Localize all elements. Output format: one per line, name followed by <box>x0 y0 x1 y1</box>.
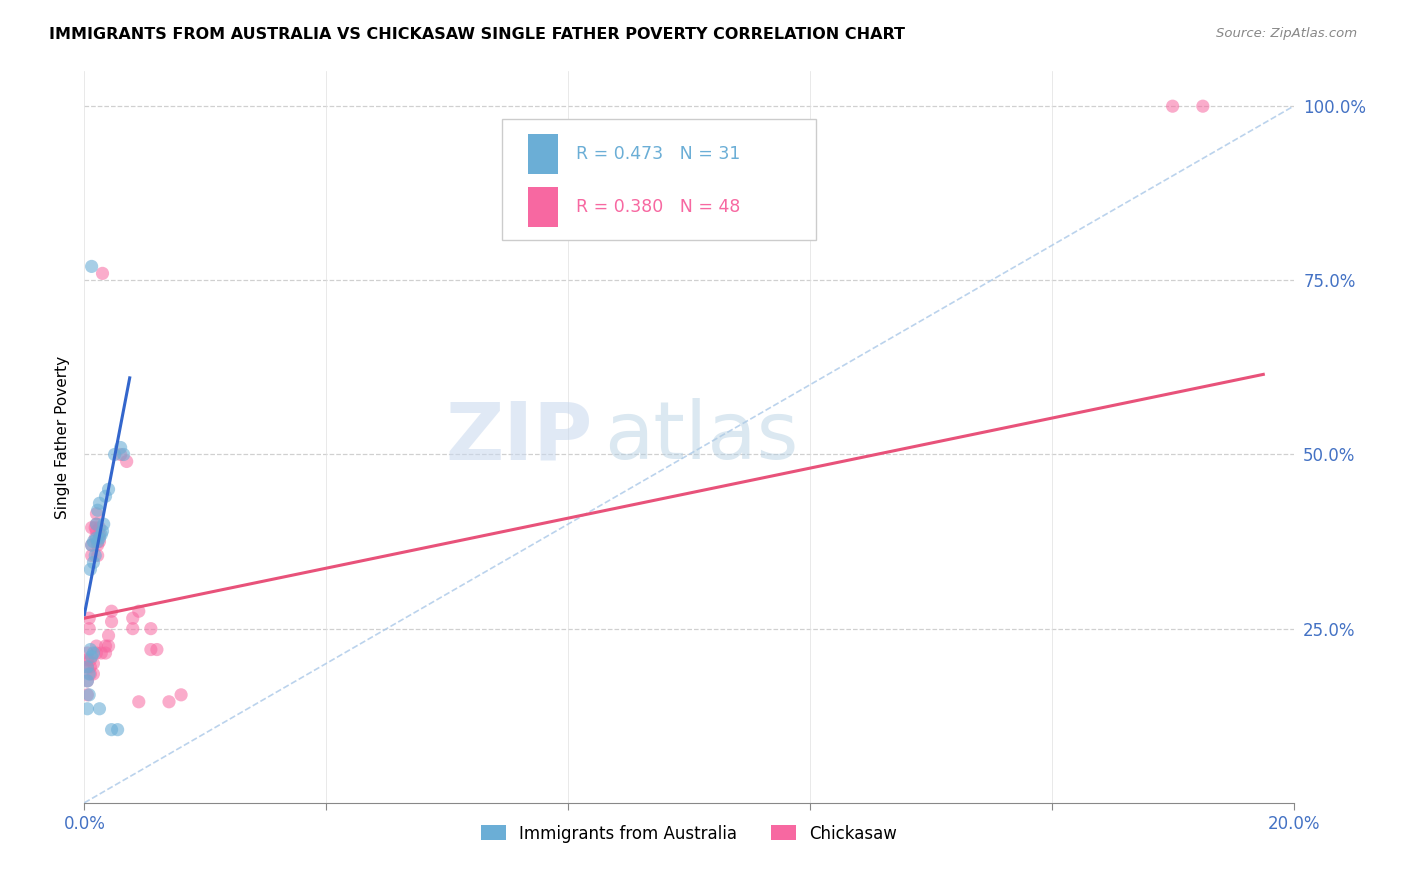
Point <box>79 653 101 667</box>
Point <box>77 667 100 681</box>
Point <box>80 521 103 535</box>
Point <box>86 503 108 517</box>
Point <box>82 646 104 660</box>
Point <box>86 517 108 532</box>
Point <box>80 538 103 552</box>
Point <box>86 639 108 653</box>
Point <box>80 649 103 664</box>
Point <box>86 517 108 532</box>
Point <box>77 611 100 625</box>
Point <box>100 723 122 737</box>
Point <box>82 667 104 681</box>
FancyBboxPatch shape <box>502 119 815 240</box>
Point <box>89 496 111 510</box>
Point <box>94 639 117 653</box>
Point <box>94 489 117 503</box>
Point <box>89 527 111 541</box>
Point <box>157 695 180 709</box>
Point <box>89 531 111 545</box>
Text: Source: ZipAtlas.com: Source: ZipAtlas.com <box>1216 27 1357 40</box>
Text: atlas: atlas <box>605 398 799 476</box>
Point <box>128 604 150 618</box>
Point <box>80 549 103 563</box>
Point <box>82 534 104 549</box>
Point <box>79 667 101 681</box>
Point <box>97 483 120 497</box>
Text: R = 0.380   N = 48: R = 0.380 N = 48 <box>576 198 741 216</box>
Point <box>90 527 112 541</box>
Point <box>86 534 108 549</box>
Point <box>91 266 114 280</box>
Y-axis label: Single Father Poverty: Single Father Poverty <box>55 356 70 518</box>
Point <box>110 448 132 462</box>
Point <box>89 702 111 716</box>
Point <box>86 646 108 660</box>
Point <box>76 673 98 688</box>
Point <box>139 622 162 636</box>
Point <box>79 660 101 674</box>
Point <box>94 646 117 660</box>
Point <box>139 642 162 657</box>
Point <box>89 521 111 535</box>
Point <box>82 657 104 671</box>
Point <box>76 660 98 674</box>
Point <box>80 260 103 274</box>
Legend: Immigrants from Australia, Chickasaw: Immigrants from Australia, Chickasaw <box>474 818 904 849</box>
Point <box>107 723 129 737</box>
Text: ZIP: ZIP <box>444 398 592 476</box>
Point <box>146 642 169 657</box>
Point <box>112 448 135 462</box>
Text: R = 0.473   N = 31: R = 0.473 N = 31 <box>576 145 741 162</box>
Point <box>93 517 115 532</box>
Point <box>84 531 107 545</box>
Point <box>128 695 150 709</box>
Point <box>86 524 108 538</box>
Point <box>121 611 143 625</box>
Point <box>115 454 138 468</box>
Point <box>76 660 98 674</box>
Point <box>82 556 104 570</box>
Point <box>84 521 107 535</box>
Point <box>97 639 120 653</box>
Point <box>89 534 111 549</box>
Point <box>79 562 101 576</box>
Point <box>80 538 103 552</box>
Point <box>76 673 98 688</box>
Point <box>86 549 108 563</box>
Point <box>76 688 98 702</box>
Point <box>76 702 98 716</box>
Point <box>91 524 114 538</box>
Point <box>86 538 108 552</box>
Point <box>170 688 193 702</box>
Point <box>121 622 143 636</box>
FancyBboxPatch shape <box>529 187 558 227</box>
Point <box>90 646 112 660</box>
Text: IMMIGRANTS FROM AUSTRALIA VS CHICKASAW SINGLE FATHER POVERTY CORRELATION CHART: IMMIGRANTS FROM AUSTRALIA VS CHICKASAW S… <box>49 27 905 42</box>
Point <box>86 507 108 521</box>
Point <box>77 622 100 636</box>
FancyBboxPatch shape <box>529 134 558 174</box>
Point <box>100 604 122 618</box>
Point <box>77 688 100 702</box>
Point <box>100 615 122 629</box>
Point <box>1161 99 1184 113</box>
Point <box>79 642 101 657</box>
Point <box>104 448 127 462</box>
Point <box>84 549 107 563</box>
Point <box>86 531 108 545</box>
Point <box>97 629 120 643</box>
Point <box>76 653 98 667</box>
Point <box>110 441 132 455</box>
Point <box>76 646 98 660</box>
Point <box>1192 99 1215 113</box>
